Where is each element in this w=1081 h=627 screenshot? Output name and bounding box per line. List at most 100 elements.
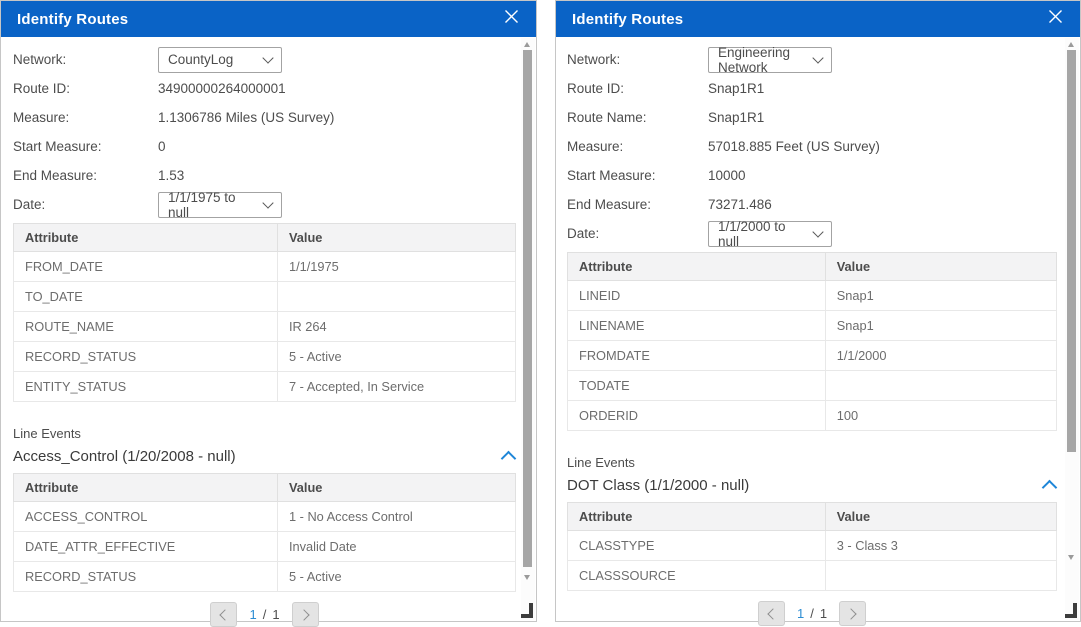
scroll-up-arrow-icon[interactable] xyxy=(1068,42,1074,47)
vertical-scrollbar[interactable] xyxy=(1065,38,1079,620)
chevron-right-icon xyxy=(297,608,310,621)
dropdown[interactable]: 1/1/2000 to null xyxy=(708,218,832,249)
attribute-value-cell: 7 - Accepted, In Service xyxy=(276,371,517,402)
attribute-name-cell: RECORD_STATUS xyxy=(13,561,278,592)
attribute-name-cell: CLASSSOURCE xyxy=(567,560,826,591)
line-events-section-header: DOT Class (1/1/2000 - null) xyxy=(567,472,1057,498)
next-page-button[interactable] xyxy=(291,602,319,627)
table-row: CLASSTYPE 3 - Class 3 xyxy=(567,530,1058,561)
attribute-name-cell: ROUTE_NAME xyxy=(13,311,278,342)
attribute-value-cell: 3 - Class 3 xyxy=(824,530,1058,561)
page-indicator: 1 / 1 xyxy=(249,607,279,622)
scroll-down-arrow-icon[interactable] xyxy=(524,575,530,580)
field-value: 73271.486 xyxy=(708,197,772,212)
attribute-name-cell: TODATE xyxy=(567,370,826,401)
dropdown-selected-value: 1/1/2000 to null xyxy=(718,218,786,249)
field-value: Snap1R1 xyxy=(708,110,765,125)
attribute-value-cell: Snap1 xyxy=(824,310,1058,341)
attribute-name-cell: LINENAME xyxy=(567,310,826,341)
close-icon xyxy=(1047,8,1064,30)
table-row: RECORD_STATUS 5 - Active xyxy=(13,561,517,592)
table-row: ENTITY_STATUS 7 - Accepted, In Service xyxy=(13,371,517,402)
table-row: FROM_DATE 1/1/1975 xyxy=(13,251,517,282)
total-pages: 1 xyxy=(819,606,828,621)
chevron-left-icon xyxy=(767,607,779,620)
current-page: 1 xyxy=(796,606,805,621)
field-label: Date: xyxy=(13,197,46,212)
previous-page-button[interactable] xyxy=(210,602,238,627)
field-label: Start Measure: xyxy=(567,168,656,183)
table-header-row: Attribute Value xyxy=(13,223,517,252)
chevron-up-icon xyxy=(1041,479,1057,496)
chevron-right-icon xyxy=(845,607,857,620)
resize-grip-icon[interactable] xyxy=(1065,603,1077,618)
attribute-name-cell: ACCESS_CONTROL xyxy=(13,501,278,532)
dropdown[interactable]: CountyLog xyxy=(158,46,282,73)
event-attribute-table: Attribute Value CLASSTYPE 3 - Class 3 CL… xyxy=(567,502,1058,591)
attribute-name-cell: FROM_DATE xyxy=(13,251,278,282)
scrollbar-thumb[interactable] xyxy=(523,50,532,567)
page-separator: / xyxy=(810,606,814,621)
event-attribute-table: Attribute Value ACCESS_CONTROL 1 - No Ac… xyxy=(13,473,517,592)
field-row: Route Name: Snap1R1 xyxy=(567,103,1057,132)
attribute-name-cell: ENTITY_STATUS xyxy=(13,371,278,402)
attribute-value-cell: 1/1/2000 xyxy=(824,340,1058,371)
vertical-scrollbar[interactable] xyxy=(521,38,535,620)
field-row: Start Measure: 10000 xyxy=(567,161,1057,190)
table-row: TO_DATE xyxy=(13,281,517,312)
field-row: End Measure: 1.53 xyxy=(13,161,516,190)
dropdown-selected-value: 1/1/1975 to null xyxy=(168,189,236,220)
attribute-name-cell: FROMDATE xyxy=(567,340,826,371)
field-label: Start Measure: xyxy=(13,139,102,154)
table-row: RECORD_STATUS 5 - Active xyxy=(13,341,517,372)
attribute-column-header: Attribute xyxy=(13,223,278,252)
pagination: 1 / 1 xyxy=(13,602,516,627)
field-label: Network: xyxy=(13,52,67,67)
field-label: Route ID: xyxy=(13,81,71,96)
table-header-row: Attribute Value xyxy=(567,252,1058,281)
attribute-name-cell: RECORD_STATUS xyxy=(13,341,278,372)
current-page: 1 xyxy=(249,607,257,622)
identify-routes-dialog-right: Identify Routes Network: Engineering Net… xyxy=(555,0,1081,626)
field-label: End Measure: xyxy=(567,197,652,212)
resize-grip-icon[interactable] xyxy=(521,603,533,618)
scroll-up-arrow-icon[interactable] xyxy=(524,42,530,47)
dialog-title: Identify Routes xyxy=(17,10,129,28)
line-events-label: Line Events xyxy=(567,455,635,470)
field-row: Measure: 1.1306786 Miles (US Survey) xyxy=(13,103,516,132)
chevron-down-icon xyxy=(262,51,274,64)
table-row: FROMDATE 1/1/2000 xyxy=(567,340,1058,371)
collapse-section-button[interactable] xyxy=(500,449,516,467)
attribute-name-cell: DATE_ATTR_EFFECTIVE xyxy=(13,531,278,562)
close-button[interactable] xyxy=(502,10,520,28)
attribute-name-cell: TO_DATE xyxy=(13,281,278,312)
dialog-title: Identify Routes xyxy=(572,10,684,28)
previous-page-button[interactable] xyxy=(757,601,785,626)
close-button[interactable] xyxy=(1046,10,1064,28)
route-attribute-table: Attribute Value LINEID Snap1 LINENAME Sn… xyxy=(567,252,1058,431)
attribute-column-header: Attribute xyxy=(13,473,278,502)
table-header-row: Attribute Value xyxy=(567,502,1058,531)
chevron-down-icon xyxy=(812,225,824,238)
attribute-column-header: Attribute xyxy=(567,502,826,531)
attribute-value-cell xyxy=(824,370,1058,401)
dialog-body: Network: CountyLog Route ID: 34900000264… xyxy=(1,37,536,627)
value-column-header: Value xyxy=(824,502,1058,531)
value-column-header: Value xyxy=(824,252,1058,281)
attribute-value-cell: IR 264 xyxy=(276,311,517,342)
attribute-value-cell xyxy=(824,560,1058,591)
field-label: Date: xyxy=(567,226,600,241)
attribute-value-cell: 1/1/1975 xyxy=(276,251,517,282)
dropdown[interactable]: Engineering Network xyxy=(708,45,832,75)
scrollbar-thumb[interactable] xyxy=(1067,50,1076,452)
value-column-header: Value xyxy=(276,473,517,502)
scroll-down-arrow-icon[interactable] xyxy=(1068,555,1074,560)
dropdown[interactable]: 1/1/1975 to null xyxy=(158,189,282,220)
next-page-button[interactable] xyxy=(839,601,867,626)
field-value: 0 xyxy=(158,139,166,154)
field-list: Network: Engineering Network Route ID: S… xyxy=(567,45,1057,249)
total-pages: 1 xyxy=(272,607,280,622)
collapse-section-button[interactable] xyxy=(1041,478,1057,496)
attribute-value-cell xyxy=(276,281,517,312)
field-row: Date: 1/1/1975 to null xyxy=(13,189,516,220)
